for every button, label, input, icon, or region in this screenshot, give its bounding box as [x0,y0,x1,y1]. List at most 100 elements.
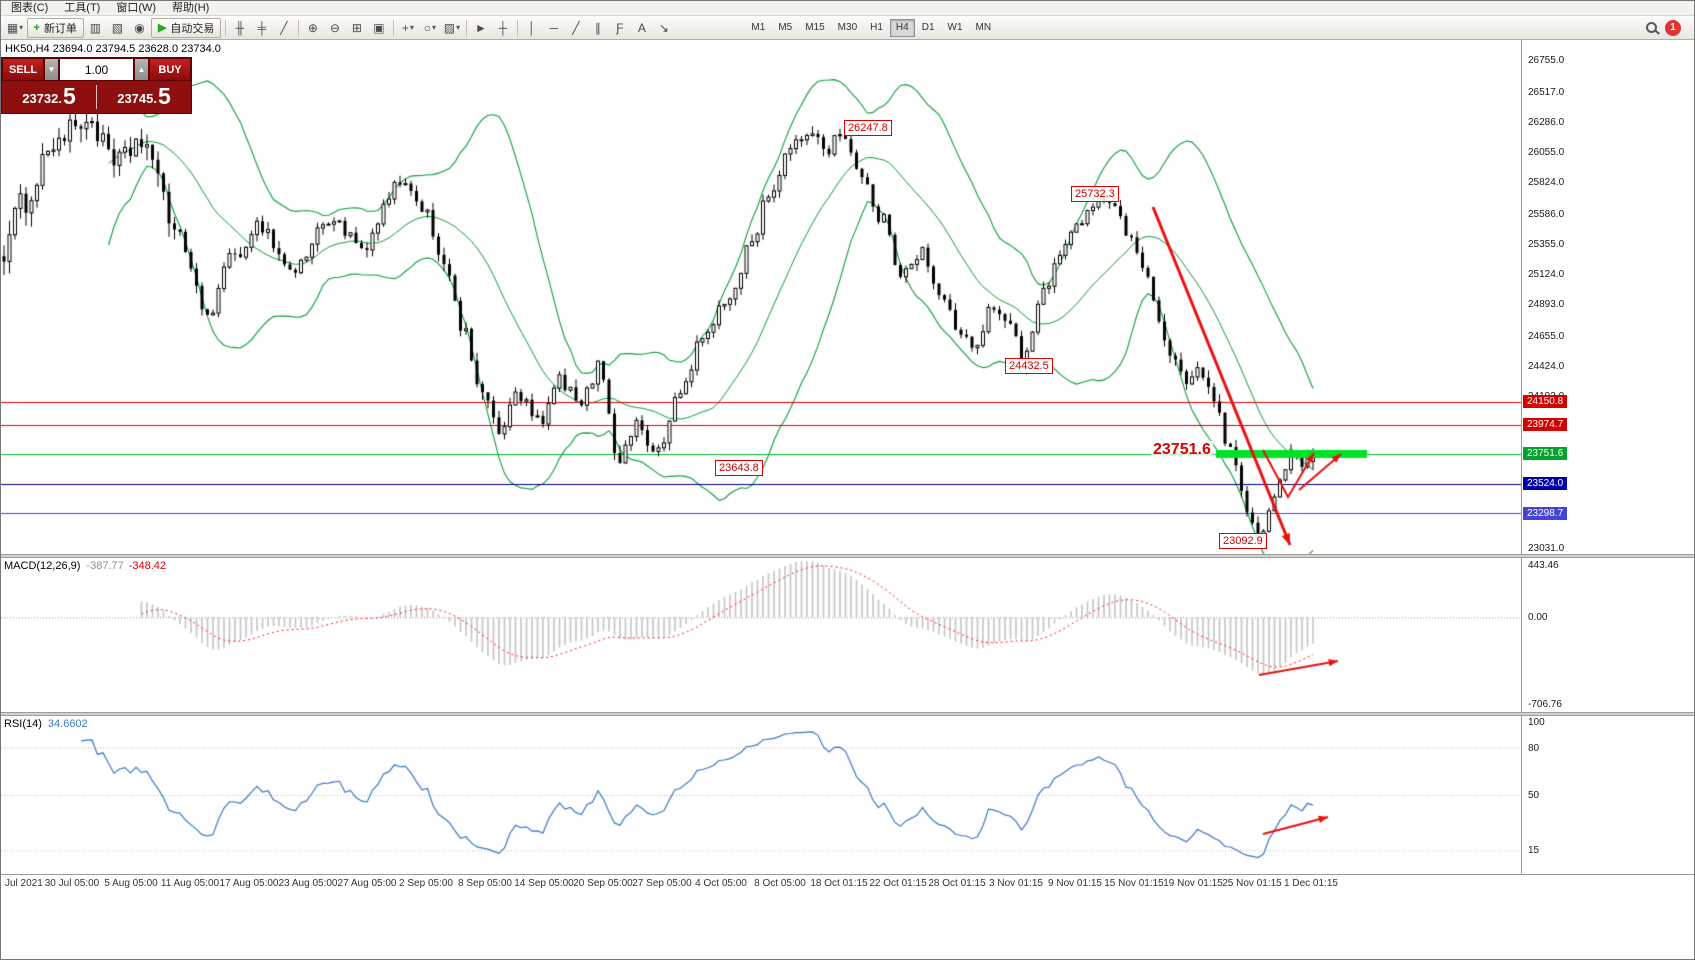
crosshair-icon[interactable]: ┼ [492,18,513,38]
panel-divider[interactable] [1,554,1694,558]
price-level-tag: 24150.8 [1523,395,1568,409]
indicators-icon[interactable]: + ▾ [397,18,418,38]
macd-scale-label: -706.76 [1528,699,1562,710]
templates-icon[interactable]: ▨ ▾ [441,18,462,38]
cursor-icon[interactable]: ► [470,18,491,38]
price-callout: 24432.5 [1005,358,1053,374]
rsi-axis: 100 80 50 15 [1521,716,1694,874]
timeframe-m5-button[interactable]: M5 [778,22,793,33]
channel-icon[interactable]: ∥ [587,18,608,38]
line-chart-icon: ╱ [280,20,288,35]
zoom-out-icon[interactable]: ⊖ [324,18,345,38]
new-order-button[interactable]: + 新订单 [26,17,84,38]
horizontal-line-icon: ─ [549,20,559,35]
menu-help[interactable]: 帮助(H) [172,1,210,14]
buy-button[interactable]: BUY [149,58,191,81]
rsi-canvas[interactable] [1,716,1521,874]
candlestick-chart-icon[interactable]: ╪ [251,18,272,38]
price-tick: 24655.0 [1528,330,1565,342]
toolbar-separator [297,19,299,36]
charts-icon: ▥ [89,20,102,35]
menu-chart[interactable]: 图表(C) [11,1,49,14]
volume-input[interactable] [59,58,134,81]
main-chart-canvas[interactable] [1,40,1521,554]
volume-dropdown-button[interactable]: ▼ [44,58,59,81]
profiles-icon[interactable]: ▧ [107,18,128,38]
toolbar-items: ▦ ▾ + 新订单 ▥ ▧ ◉ ▶ 自动交易 ╫ ╪ ╱ ⊕ ⊖ ⊞ ▣ + ▾ ○ ▾ ▨ ▾ ► ┼ │ ─ ╱ ∥ Ƒ A ↘ M1 M5… [4,17,998,38]
time-label: 3 Nov 01:15 [989,878,1043,889]
sounds-icon[interactable]: ◉ [129,18,150,38]
cascade-windows-icon[interactable]: ▣ [368,18,389,38]
charts-icon[interactable]: ▥ [85,18,106,38]
main-chart-row: HK50,H4 23694.0 23794.5 23628.0 23734.0 … [1,40,1694,554]
price-level-tag: 23751.6 [1523,447,1568,461]
timeframe-w1-button[interactable]: W1 [947,22,963,33]
vertical-line-icon[interactable]: │ [521,18,542,38]
order-prices: 23732. 5 23745. 5 [2,81,191,113]
zoom-in-icon[interactable]: ⊕ [302,18,323,38]
tile-windows-icon[interactable]: ⊞ [346,18,367,38]
panel-divider-2[interactable] [1,712,1694,716]
price-tick: 26055.0 [1528,147,1565,159]
time-label: 30 Jul 05:00 [44,878,100,889]
toolbar-separator [465,19,467,36]
sell-button[interactable]: SELL [2,58,44,81]
menu-window[interactable]: 窗口(W) [116,1,157,14]
time-label: 22 Oct 01:15 [869,878,927,889]
bar-chart-icon[interactable]: ╫ [229,18,250,38]
search-icon[interactable] [1646,22,1657,33]
arrows-icon[interactable]: ↘ [653,18,674,38]
time-label: 20 Sep 05:00 [573,878,633,889]
time-label: 28 Oct 01:15 [928,878,986,889]
price-callout: 23643.8 [715,460,763,476]
new-order-icon: + [33,21,40,34]
line-chart-icon[interactable]: ╱ [273,18,294,38]
timeframe-m15-button[interactable]: M15 [805,22,825,33]
tile-windows-icon: ⊞ [351,20,362,35]
fibonacci-icon[interactable]: Ƒ [609,18,630,38]
time-label: 8 Oct 05:00 [754,878,806,889]
menu-tools[interactable]: 工具(T) [64,1,101,14]
timeframe-d1-button[interactable]: D1 [921,22,935,33]
auto-trading-button[interactable]: ▶ 自动交易 [150,17,222,38]
notification-badge[interactable]: 1 [1665,19,1681,36]
time-label: 9 Nov 01:15 [1048,878,1102,889]
timeframe-h1-button[interactable]: H1 [870,22,883,33]
timeframe-m30-button[interactable]: M30 [837,22,858,33]
trendline-icon: ╱ [572,20,580,35]
toolbar-right: 1 [1646,19,1691,36]
price-level-tag: 23974.7 [1523,418,1568,432]
chevron-down-icon: ▾ [456,23,461,32]
price-callout: 26247.8 [844,120,892,136]
price-tick: 26755.0 [1528,55,1565,67]
bid-price[interactable]: 23732. 5 [22,82,76,109]
macd-canvas[interactable] [1,558,1521,712]
price-tick: 23031.0 [1528,543,1565,555]
auto-trading-icon: ▶ [157,22,167,34]
periods-icon: ○ [423,20,432,35]
main-chart-plot: HK50,H4 23694.0 23794.5 23628.0 23734.0 … [1,40,1521,554]
new-chart-icon[interactable]: ▦ ▾ [5,18,26,38]
periods-icon[interactable]: ○ ▾ [419,18,440,38]
volume-up-button[interactable]: ▲ [134,58,149,81]
time-label: 14 Sep 05:00 [514,878,574,889]
trendline-icon[interactable]: ╱ [565,18,586,38]
timeframe-m1-button[interactable]: M1 [751,22,766,33]
horizontal-line-icon[interactable]: ─ [543,18,564,38]
timeframe-mn-button[interactable]: MN [975,22,992,33]
key-level-label: 23751.6 [1151,441,1213,459]
rsi-scale-label: 15 [1528,845,1540,857]
ask-price[interactable]: 23745. 5 [117,82,171,109]
price-tick: 26286.0 [1528,116,1565,128]
profiles-icon: ▧ [111,20,124,35]
channel-icon: ∥ [594,20,601,35]
timeframe-h4-button[interactable]: H4 [889,18,915,37]
text-icon[interactable]: A [631,18,652,38]
macd-plot: MACD(12,26,9) -387.77 -348.42 [1,558,1521,712]
price-callout: 23092.9 [1219,533,1267,549]
symbol-info: HK50,H4 23694.0 23794.5 23628.0 23734.0 [5,43,221,55]
price-tick: 25124.0 [1528,269,1565,281]
menubar: 图表(C) 工具(T) 窗口(W) 帮助(H) [1,1,1694,16]
time-label: 23 Aug 05:00 [278,878,338,889]
price-tick: 25355.0 [1528,238,1565,250]
